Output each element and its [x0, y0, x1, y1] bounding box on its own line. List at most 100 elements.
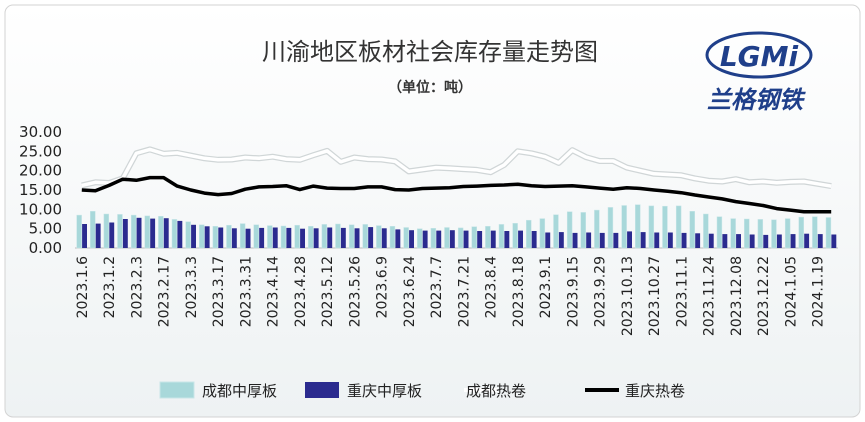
- bar-chengdu-plate: [716, 216, 723, 249]
- bar-chengdu-plate: [90, 211, 96, 249]
- bar-chongqing-plate: [572, 232, 578, 248]
- legend-label: 重庆中厚板: [347, 382, 422, 400]
- bar-chongqing-plate: [558, 232, 564, 248]
- bar-chengdu-plate: [144, 215, 150, 249]
- bar-chengdu-plate: [512, 223, 518, 249]
- bar-chengdu-plate: [607, 207, 614, 249]
- x-tick-label: 2023.6.24: [402, 256, 418, 327]
- bar-chengdu-plate: [689, 211, 695, 249]
- bar-chongqing-plate: [300, 228, 305, 248]
- bar-chengdu-plate: [471, 226, 477, 249]
- bar-chengdu-plate: [566, 211, 573, 249]
- bar-chongqing-plate: [163, 218, 169, 248]
- bar-chongqing-plate: [177, 220, 183, 248]
- bar-chengdu-plate: [321, 224, 328, 249]
- bar-chongqing-plate: [204, 226, 210, 248]
- bar-chongqing-plate: [381, 228, 387, 248]
- lgmi-logo: LGMi 兰格钢铁: [705, 31, 813, 114]
- bar-chongqing-plate: [463, 230, 469, 248]
- bar-chongqing-plate: [122, 219, 128, 248]
- bar-chongqing-plate: [681, 232, 687, 248]
- y-tick-label: 30.00: [19, 123, 62, 141]
- bar-chongqing-plate: [150, 218, 156, 248]
- bar-chongqing-plate: [531, 231, 537, 248]
- x-tick-label: 2023.2.3: [129, 256, 145, 318]
- bar-chengdu-plate: [798, 216, 804, 249]
- x-tick-label: 2023.3.31: [238, 256, 254, 327]
- bar-chongqing-plate: [109, 222, 115, 248]
- legend-label: 成都中厚板: [202, 382, 277, 400]
- bar-chongqing-plate: [667, 232, 673, 248]
- bar-chengdu-plate: [580, 212, 586, 249]
- bar-chongqing-plate: [436, 230, 442, 248]
- bar-chongqing-plate: [545, 232, 551, 248]
- bar-chongqing-plate: [490, 230, 496, 248]
- bar-chengdu-plate: [253, 224, 259, 249]
- bar-chengdu-plate: [294, 224, 300, 249]
- bar-chongqing-plate: [776, 234, 782, 248]
- y-tick-label: 25.00: [19, 142, 62, 160]
- bar-chongqing-plate: [804, 233, 810, 248]
- x-tick-label: 2023.7.7: [429, 256, 445, 318]
- y-tick-label: 10.00: [19, 200, 62, 218]
- bar-chongqing-plate: [231, 228, 237, 248]
- logo-caption: 兰格钢铁: [707, 86, 806, 114]
- x-tick-label: 2023.10.27: [647, 256, 663, 336]
- bar-chengdu-plate: [226, 224, 232, 249]
- legend-swatch: [159, 381, 195, 399]
- bar-chengdu-plate: [76, 214, 82, 249]
- bar-chengdu-plate: [430, 228, 437, 249]
- bar-chongqing-plate: [136, 217, 142, 248]
- x-tick-label: 2024.1.05: [783, 256, 799, 327]
- bar-chongqing-plate: [790, 234, 796, 248]
- bar-chengdu-plate: [703, 213, 709, 249]
- bar-chongqing-plate: [409, 230, 414, 248]
- bar-chengdu-plate: [594, 209, 600, 249]
- bar-chongqing-plate: [518, 230, 523, 248]
- bar-chengdu-plate: [308, 226, 314, 249]
- x-tick-label: 2023.4.14: [266, 256, 282, 327]
- legend-label: 重庆热卷: [625, 382, 685, 400]
- x-tick-label: 2023.12.22: [756, 256, 772, 336]
- bar-chengdu-plate: [526, 219, 532, 249]
- x-tick-label: 2023.10.13: [620, 256, 636, 336]
- line-chengdu-hot-coil: [81, 147, 832, 188]
- x-tick-label: 2023.7.21: [456, 256, 472, 327]
- x-tick-label: 2023.9.29: [593, 256, 609, 327]
- bar-chengdu-plate: [662, 205, 668, 249]
- bar-chengdu-plate: [635, 204, 641, 249]
- bar-chongqing-plate: [218, 227, 224, 248]
- bar-chongqing-plate: [95, 223, 101, 248]
- bar-chengdu-plate: [158, 216, 164, 249]
- bar-chengdu-plate: [403, 227, 409, 249]
- bar-chongqing-plate: [259, 227, 265, 248]
- x-tick-label: 2023.9.15: [565, 256, 581, 327]
- bar-chongqing-plate: [627, 231, 632, 248]
- x-tick-label: 2023.11.24: [702, 256, 718, 336]
- x-tick-label: 2023.1.2: [102, 256, 118, 318]
- y-tick-label: 20.00: [19, 162, 62, 180]
- legend-swatch: [305, 382, 339, 398]
- bar-chengdu-plate: [130, 214, 137, 249]
- bar-chengdu-plate: [457, 227, 464, 249]
- bar-chengdu-plate: [389, 226, 396, 249]
- bar-chengdu-plate: [117, 214, 123, 249]
- bar-chengdu-plate: [103, 213, 110, 249]
- line-chongqing-hot-coil: [81, 175, 832, 214]
- bar-chengdu-plate: [376, 225, 382, 249]
- x-tick-label: 2024.1.19: [811, 256, 827, 327]
- bar-chengdu-plate: [498, 224, 505, 249]
- x-tick-label: 2023.5.12: [320, 256, 336, 327]
- bar-chengdu-plate: [675, 205, 682, 249]
- bar-chongqing-plate: [708, 233, 714, 248]
- bar-chongqing-plate: [831, 234, 837, 248]
- bar-chongqing-plate: [722, 234, 728, 248]
- bar-chengdu-plate: [648, 205, 655, 249]
- bar-chongqing-plate: [368, 227, 374, 248]
- bar-chengdu-plate: [335, 223, 341, 249]
- x-tick-label: 2023.3.17: [211, 256, 227, 327]
- bar-chongqing-plate: [327, 227, 333, 248]
- bar-chongqing-plate: [354, 228, 360, 248]
